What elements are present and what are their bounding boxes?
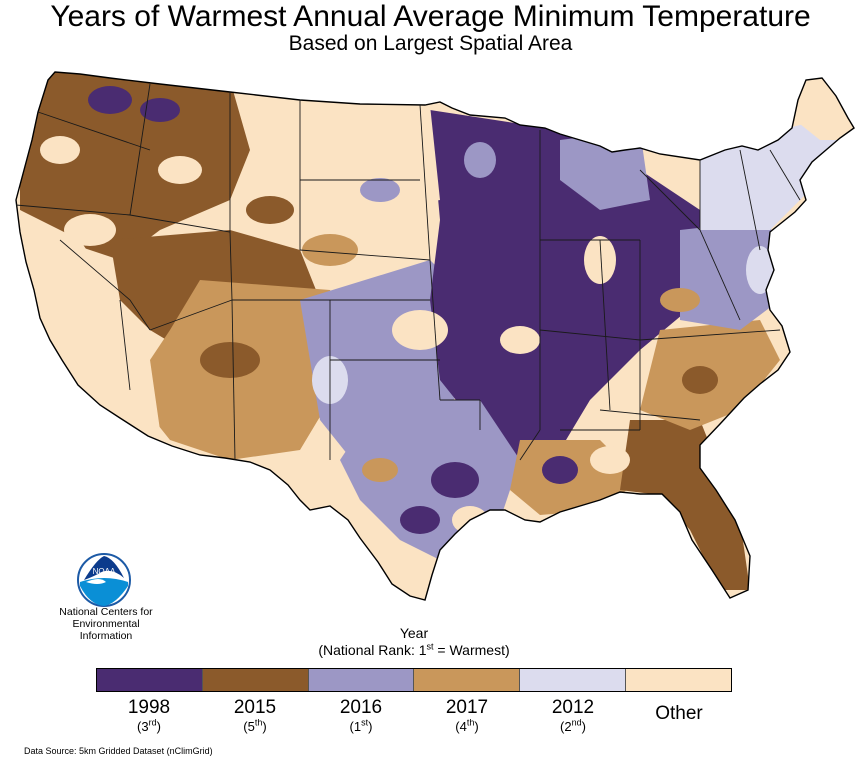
map-subtitle: Based on Largest Spatial Area bbox=[288, 32, 573, 55]
legend-colorbar bbox=[96, 668, 732, 692]
state-border-line bbox=[599, 409, 701, 421]
state-border-line bbox=[519, 429, 541, 461]
legend-label-2016: 2016 (1st) bbox=[308, 697, 414, 735]
ncei-label: National Centers for Environmental Infor… bbox=[46, 606, 166, 642]
state-border-line bbox=[739, 149, 761, 251]
legend-year: 1998 bbox=[127, 697, 171, 718]
legend-swatch-1998 bbox=[97, 669, 202, 691]
legend-year: 2012 bbox=[551, 697, 595, 718]
state-border-line bbox=[59, 239, 151, 331]
patch-2015 bbox=[246, 196, 294, 224]
patch-other bbox=[590, 446, 630, 474]
state-border-line bbox=[299, 249, 431, 261]
region-california-coast bbox=[20, 210, 160, 430]
patch-1998 bbox=[140, 98, 180, 122]
legend-label-2017: 2017 (4th) bbox=[414, 697, 520, 735]
noaa-logo-icon: NOAA bbox=[77, 553, 131, 607]
map-fill-layer bbox=[16, 72, 854, 600]
us-temperature-map bbox=[15, 71, 855, 601]
patch-other bbox=[392, 310, 448, 350]
state-border-line bbox=[599, 239, 611, 411]
legend-rank: (1st) bbox=[349, 717, 373, 734]
patch-2017 bbox=[362, 458, 398, 482]
legend-title: Year (National Rank: 1st = Warmest) bbox=[96, 625, 732, 659]
state-borders bbox=[15, 83, 801, 461]
legend-rank: (3rd) bbox=[137, 717, 161, 734]
patch-2017 bbox=[302, 234, 358, 266]
ncei-line-3: Information bbox=[79, 630, 133, 642]
patch-2017 bbox=[660, 288, 700, 312]
patch-2012 bbox=[746, 246, 774, 294]
state-border-line bbox=[699, 229, 741, 321]
legend-swatch-2016 bbox=[307, 669, 414, 691]
ncei-line-1: National Centers for bbox=[59, 606, 153, 618]
legend-year: 2015 bbox=[233, 697, 277, 718]
patch-2015 bbox=[200, 342, 260, 378]
map-title: Years of Warmest Annual Average Minimum … bbox=[50, 0, 811, 33]
legend-year-label: Year bbox=[399, 625, 429, 641]
state-border-line bbox=[149, 299, 233, 331]
region-pacific-northwest bbox=[20, 72, 250, 260]
legend-year: 2016 bbox=[339, 697, 383, 718]
legend-swatch-2017 bbox=[413, 669, 520, 691]
state-border-line bbox=[429, 259, 441, 401]
legend-year: 2017 bbox=[445, 697, 489, 718]
legend-label-2015: 2015 (5th) bbox=[202, 697, 308, 735]
region-florida bbox=[620, 420, 750, 590]
state-border-line bbox=[119, 299, 131, 391]
us-outline bbox=[15, 71, 855, 601]
data-source: Data Source: 5km Gridded Dataset (nClimG… bbox=[24, 746, 213, 756]
patch-1998 bbox=[88, 86, 132, 114]
patch-2015 bbox=[682, 366, 718, 394]
patch-other bbox=[584, 236, 616, 284]
state-border-line bbox=[419, 104, 431, 261]
noaa-emblem-text: NOAA bbox=[93, 567, 116, 576]
ncei-line-2: Environmental bbox=[72, 618, 140, 630]
state-border-line bbox=[231, 299, 236, 461]
patch-other bbox=[40, 136, 80, 164]
state-border-line bbox=[539, 329, 641, 341]
legend-labels: 1998 (3rd) 2015 (5th) 2016 (1st) 2017 (4th) 2012… bbox=[96, 697, 732, 735]
legend-rank: (2nd) bbox=[560, 717, 586, 734]
patch-1998 bbox=[542, 456, 578, 484]
state-border-line bbox=[15, 204, 131, 216]
legend-label-1998: 1998 (3rd) bbox=[96, 697, 202, 735]
state-border-line bbox=[129, 83, 151, 216]
legend-rank-caption: (National Rank: 1st = Warmest) bbox=[318, 641, 510, 658]
legend-rank: (5th) bbox=[243, 717, 267, 734]
state-border-line bbox=[639, 329, 781, 341]
patch-other bbox=[158, 156, 202, 184]
legend-swatch-other bbox=[625, 669, 731, 691]
patch-1998 bbox=[400, 506, 440, 534]
region-mid-atlantic bbox=[680, 220, 780, 330]
legend-swatch-2015 bbox=[201, 669, 308, 691]
legend-rank: (4th) bbox=[455, 717, 479, 734]
patch-other bbox=[64, 214, 116, 246]
legend-label-2012: 2012 (2nd) bbox=[520, 697, 626, 735]
state-border-line bbox=[639, 169, 701, 231]
state-border-line bbox=[769, 149, 801, 201]
state-border-line bbox=[37, 111, 151, 151]
patch-2016 bbox=[360, 178, 400, 202]
patch-2016 bbox=[464, 142, 496, 178]
patch-other bbox=[500, 326, 540, 354]
patch-other bbox=[286, 460, 314, 480]
legend-swatch-2012 bbox=[519, 669, 626, 691]
patch-1998 bbox=[431, 462, 479, 498]
legend-year: Other bbox=[655, 703, 703, 724]
legend-label-other: Other bbox=[626, 697, 732, 735]
